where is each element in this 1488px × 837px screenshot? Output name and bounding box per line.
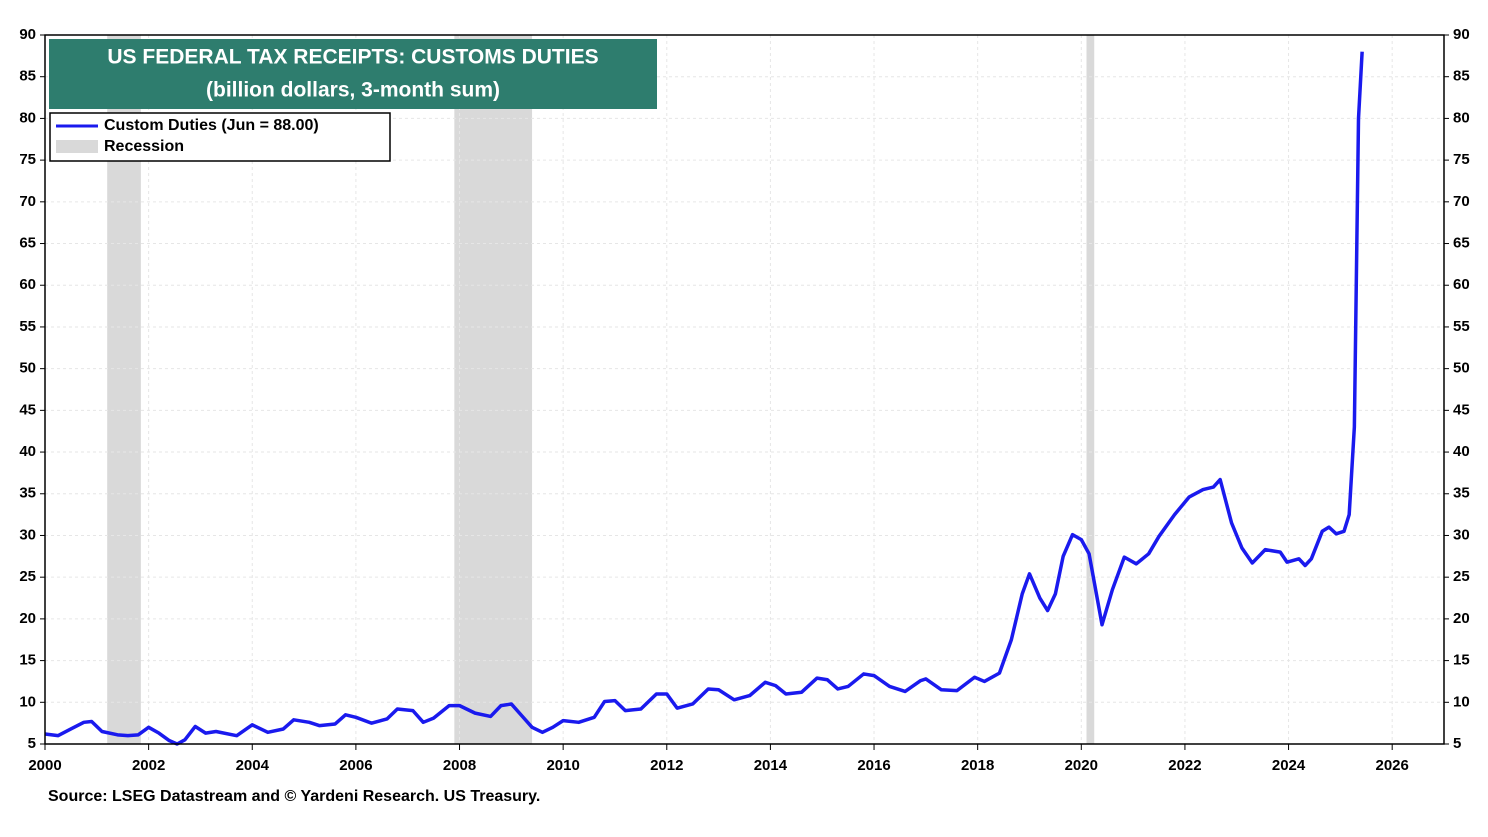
y2-tick-label: 30	[1453, 526, 1470, 543]
y2-tick-label: 40	[1453, 443, 1470, 460]
source-note: Source: LSEG Datastream and © Yardeni Re…	[48, 788, 540, 805]
y-tick-label: 80	[19, 109, 36, 126]
y-tick-label: 65	[19, 234, 36, 251]
y-tick-label: 70	[19, 193, 36, 210]
y-tick-label: 20	[19, 610, 36, 627]
y-tick-label: 50	[19, 360, 36, 377]
x-tick-label: 2012	[650, 757, 683, 774]
x-tick-label: 2026	[1375, 757, 1408, 774]
y-tick-label: 40	[19, 443, 36, 460]
y2-tick-label: 35	[1453, 485, 1470, 502]
y2-tick-label: 60	[1453, 276, 1470, 293]
x-tick-label: 2014	[754, 757, 788, 774]
y2-tick-label: 85	[1453, 68, 1470, 85]
y2-tick-label: 20	[1453, 610, 1470, 627]
x-tick-label: 2024	[1272, 757, 1306, 774]
y-tick-label: 60	[19, 276, 36, 293]
y2-tick-label: 80	[1453, 109, 1470, 126]
x-tick-label: 2000	[28, 757, 61, 774]
y2-tick-label: 45	[1453, 401, 1470, 418]
x-tick-label: 2010	[546, 757, 579, 774]
x-tick-label: 2016	[857, 757, 890, 774]
y-tick-label: 45	[19, 401, 36, 418]
y-tick-label: 30	[19, 526, 36, 543]
chart-title: US FEDERAL TAX RECEIPTS: CUSTOMS DUTIES	[107, 46, 598, 69]
y-tick-label: 10	[19, 693, 36, 710]
y-tick-label: 85	[19, 68, 36, 85]
y2-tick-label: 65	[1453, 234, 1470, 251]
x-tick-label: 2022	[1168, 757, 1201, 774]
x-tick-label: 2006	[339, 757, 372, 774]
plot-frame	[44, 34, 1445, 745]
y2-tick-label: 75	[1453, 151, 1470, 168]
y2-tick-label: 10	[1453, 693, 1470, 710]
y2-tick-label: 55	[1453, 318, 1470, 335]
y2-tick-label: 70	[1453, 193, 1470, 210]
y-tick-label: 55	[19, 318, 36, 335]
chart-subtitle: (billion dollars, 3-month sum)	[206, 79, 500, 102]
y-tick-label: 90	[19, 26, 36, 43]
recession-band	[454, 35, 533, 744]
y2-tick-label: 5	[1453, 735, 1461, 752]
y2-tick-label: 25	[1453, 568, 1470, 585]
title-box	[49, 39, 657, 109]
y-tick-label: 35	[19, 485, 36, 502]
legend-label: Recession	[104, 138, 184, 155]
legend-box	[49, 112, 391, 162]
y-tick-label: 5	[28, 735, 36, 752]
y2-tick-label: 90	[1453, 26, 1470, 43]
y-tick-label: 25	[19, 568, 36, 585]
x-tick-label: 2002	[132, 757, 165, 774]
y2-tick-label: 50	[1453, 360, 1470, 377]
x-tick-label: 2020	[1065, 757, 1098, 774]
y-tick-label: 15	[19, 652, 36, 669]
x-tick-label: 2004	[236, 757, 270, 774]
x-tick-label: 2008	[443, 757, 476, 774]
recession-band	[1086, 35, 1095, 744]
y-tick-label: 75	[19, 151, 36, 168]
legend-swatch	[56, 140, 98, 153]
data-line	[44, 51, 1364, 746]
legend-label: Custom Duties (Jun = 88.00)	[104, 117, 319, 134]
line-layer	[44, 51, 1364, 746]
x-tick-label: 2018	[961, 757, 994, 774]
y2-tick-label: 15	[1453, 652, 1470, 669]
